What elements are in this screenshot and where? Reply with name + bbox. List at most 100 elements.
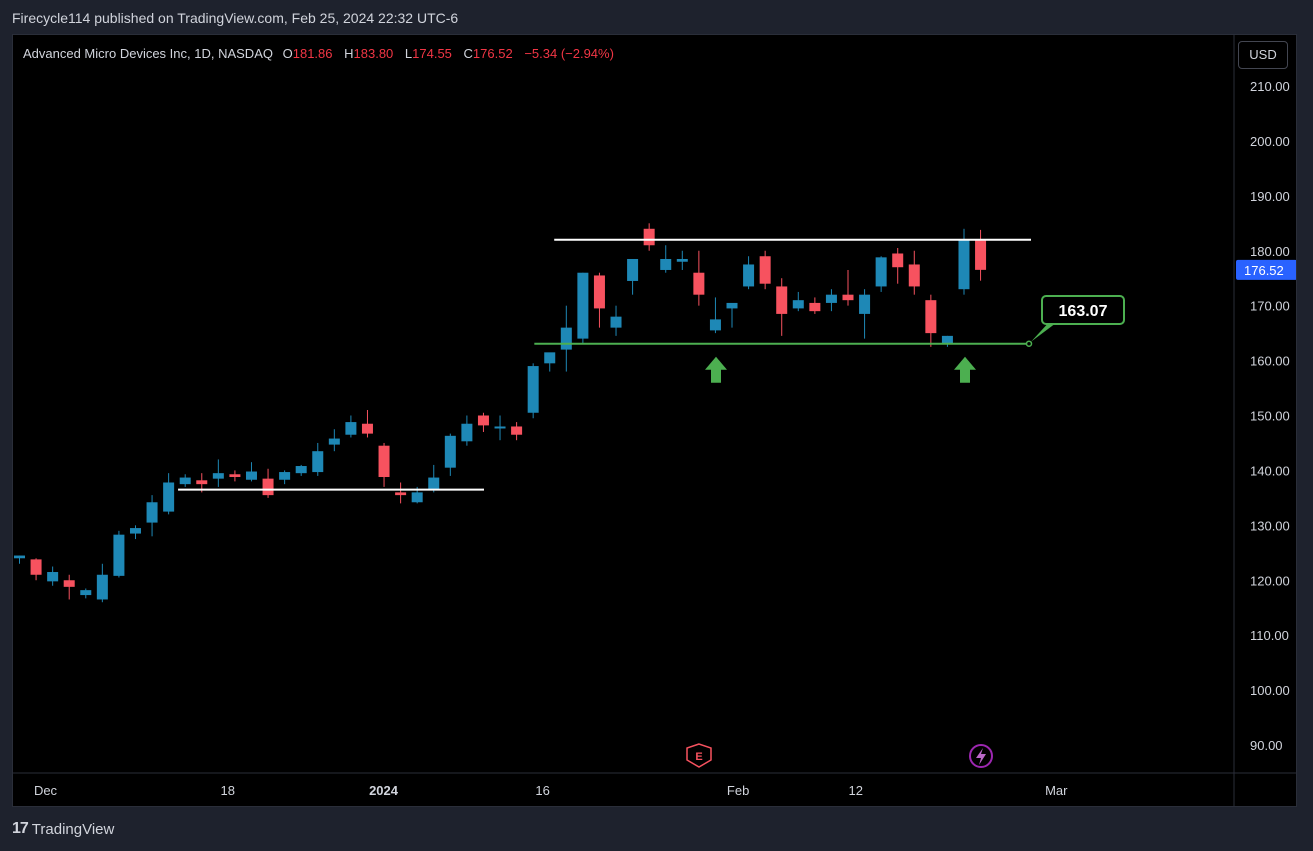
y-tick-label: 170.00	[1250, 299, 1290, 314]
candle-body	[395, 492, 407, 496]
candle-body	[361, 423, 373, 434]
candle-body	[163, 482, 175, 512]
candle-body	[627, 258, 639, 281]
candle-body	[825, 294, 837, 303]
candle-body	[792, 300, 804, 309]
candle-body	[527, 366, 539, 413]
y-tick-label: 210.00	[1250, 79, 1290, 94]
candle-body	[859, 294, 871, 314]
chart-panel[interactable]: 210.00 200.00 190.00 180.00 170.00 160.00 150.…	[12, 34, 1297, 807]
brand-name: TradingView	[31, 820, 115, 838]
candle-body	[328, 438, 340, 445]
tradingview-logo: 17	[12, 820, 29, 837]
symbol-title: Advanced Micro Devices Inc, 1D, NASDAQ	[23, 46, 273, 61]
y-tick-label: 150.00	[1250, 409, 1290, 424]
callout-box	[1041, 295, 1125, 325]
candle-body	[245, 471, 257, 480]
x-tick-label: 16	[535, 783, 549, 798]
candle-body	[96, 574, 108, 600]
candle-body	[345, 422, 357, 435]
candle-body	[908, 264, 920, 287]
candle-body	[295, 466, 307, 474]
candle-body	[941, 335, 953, 345]
candle-body	[146, 502, 158, 523]
candle-body	[80, 590, 92, 596]
y-tick-label: 100.00	[1250, 683, 1290, 698]
publisher-line: Firecycle114 published on TradingView.co…	[12, 10, 459, 26]
x-tick-label: Dec	[34, 783, 58, 798]
candle-body	[179, 477, 191, 485]
candle-body	[196, 480, 208, 485]
candle-body	[47, 572, 59, 582]
candle-body	[444, 435, 456, 468]
x-tick-label: 2024	[369, 783, 399, 798]
candle-body	[643, 228, 655, 246]
callout-label: 163.07	[1059, 303, 1108, 320]
candle-body	[262, 478, 274, 496]
high-value: 183.80	[353, 46, 394, 61]
y-tick-label: 90.00	[1250, 738, 1283, 753]
candle-body	[378, 445, 390, 478]
candle-body	[544, 352, 556, 364]
y-tick-label: 200.00	[1250, 134, 1290, 149]
y-tick-label: 120.00	[1250, 573, 1290, 588]
candle-body	[560, 327, 572, 350]
close-label: C	[463, 46, 473, 61]
candle-body	[411, 492, 423, 503]
x-tick-label: Mar	[1045, 783, 1068, 798]
currency-button[interactable]: USD	[1238, 41, 1288, 69]
candle-body	[312, 451, 324, 473]
candle-body	[494, 426, 506, 429]
earnings-marker	[686, 743, 712, 768]
x-tick-label: 18	[221, 783, 235, 798]
candle-body	[279, 472, 291, 480]
candle-body	[477, 415, 489, 426]
close-value: 176.52	[472, 46, 513, 61]
y-tick-label: 110.00	[1250, 628, 1289, 643]
candle-body	[610, 316, 622, 328]
candle-body	[428, 477, 440, 490]
candle-body	[660, 258, 672, 270]
y-tick-label: 180.00	[1250, 244, 1290, 259]
low-label: L	[404, 46, 413, 61]
earnings-marker-label: E	[695, 751, 702, 763]
ohlc-legend: Advanced Micro Devices Inc, 1D, NASDAQ O…	[23, 46, 622, 61]
candle-body	[676, 258, 688, 262]
candle-body	[975, 240, 987, 270]
open-label: O	[282, 46, 293, 61]
y-tick-label: 160.00	[1250, 354, 1290, 369]
candle-body	[709, 319, 721, 331]
candle-body	[212, 473, 224, 479]
candle-body	[693, 272, 705, 295]
candle-body	[129, 528, 141, 534]
candle-body	[30, 559, 42, 575]
high-label: H	[344, 46, 354, 61]
candle-body	[875, 257, 887, 287]
lightning-icon	[976, 748, 986, 765]
low-value: 174.55	[412, 46, 452, 61]
last-price-tag	[1236, 259, 1296, 280]
candle-body	[113, 534, 125, 576]
candle-body	[958, 239, 970, 290]
y-tick-label: 140.00	[1250, 463, 1290, 478]
candle-body	[511, 426, 523, 435]
candle-body	[809, 302, 821, 312]
candle-body	[776, 286, 788, 314]
x-tick-label: Feb	[727, 783, 749, 798]
footer-branding: 17 TradingView	[12, 820, 114, 838]
open-value: 181.86	[292, 46, 333, 61]
candle-body	[759, 256, 771, 284]
support-line-anchor	[1025, 340, 1033, 347]
change-value: −5.34 (−2.94%)	[524, 46, 614, 61]
event-marker	[969, 744, 993, 768]
candle-body	[892, 253, 904, 268]
x-tick-label: 12	[849, 783, 863, 798]
candle-body	[726, 302, 738, 309]
candle-body	[63, 580, 75, 587]
candle-body	[925, 300, 937, 334]
last-price-label: 176.52	[1244, 263, 1284, 278]
candlestick-chart[interactable]: 210.00 200.00 190.00 180.00 170.00 160.00 150.…	[13, 35, 1297, 807]
candle-body	[593, 275, 605, 309]
support-test-arrow-1	[705, 356, 727, 383]
candle-body	[743, 264, 755, 287]
